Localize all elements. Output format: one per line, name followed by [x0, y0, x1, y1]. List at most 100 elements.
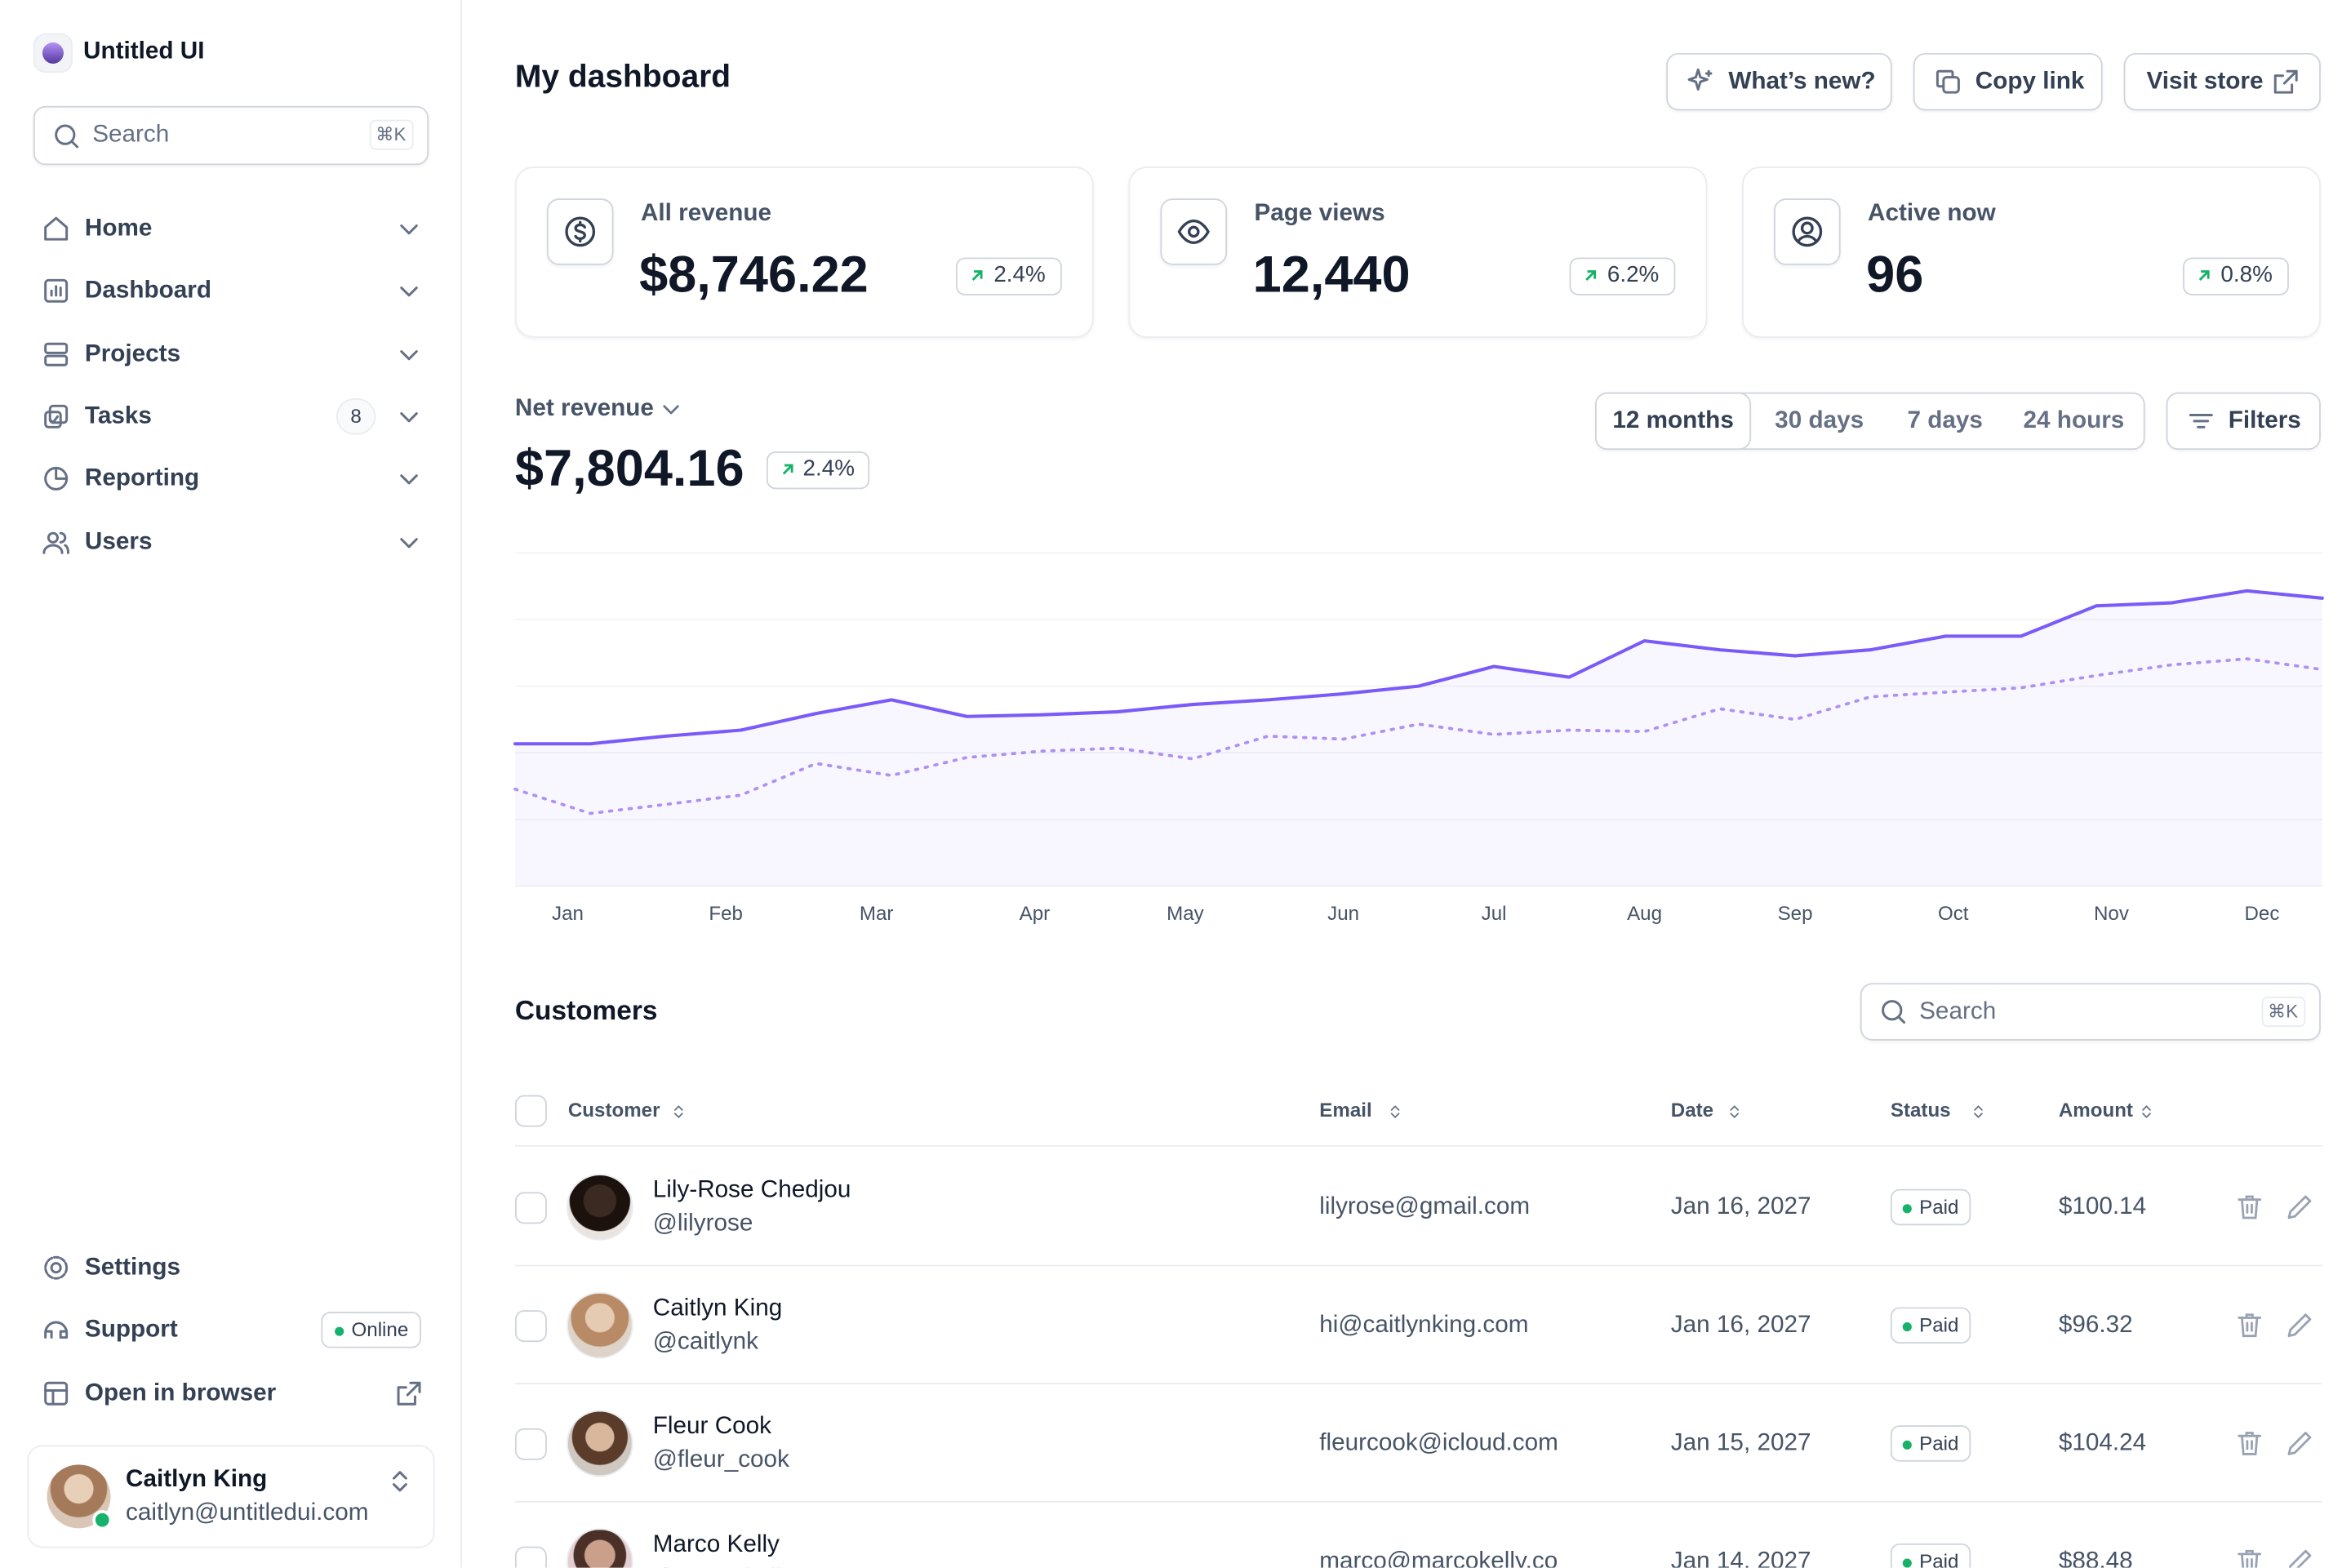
row-divider — [514, 1383, 2322, 1385]
stat-icon-box — [1773, 198, 1841, 265]
page-title: My dashboard — [514, 60, 731, 95]
stat-value: 12,440 — [1252, 246, 1411, 304]
stat-card — [1742, 167, 2321, 338]
change-icon — [1580, 265, 1601, 287]
customer-email: hi@caitlynking.com — [1319, 1312, 1529, 1339]
nav-icon — [41, 276, 71, 306]
stat-card — [514, 167, 1094, 338]
header-button[interactable] — [2123, 52, 2321, 111]
button-label: What’s new? — [1728, 69, 1876, 95]
edit-button[interactable] — [2284, 1192, 2314, 1222]
range-option[interactable] — [1595, 392, 1752, 451]
revenue-chevron — [657, 395, 684, 422]
checkbox[interactable] — [514, 1310, 547, 1343]
change-badge — [1569, 257, 1676, 295]
x-tick-label: Feb — [709, 903, 743, 925]
status-badge — [1890, 1543, 1971, 1568]
chevron-icon — [393, 402, 424, 432]
checkbox[interactable] — [514, 1192, 547, 1224]
filters-icon — [2186, 406, 2216, 436]
column-header: Email — [1319, 1098, 1372, 1122]
line — [513, 657, 2324, 815]
delete-button[interactable] — [2234, 1547, 2264, 1568]
change-icon — [967, 265, 988, 287]
change-badge — [766, 451, 870, 490]
search-icon — [1878, 997, 1909, 1027]
status-text: Paid — [1919, 1195, 1959, 1219]
customer-email: lilyrose@gmail.com — [1319, 1194, 1531, 1220]
x-tick-label: Oct — [1938, 903, 1969, 925]
button-icon — [2271, 67, 2301, 97]
customer-amount: $104.24 — [2058, 1430, 2147, 1457]
nav-label: Tasks — [84, 403, 152, 429]
x-tick-label: Apr — [1020, 903, 1051, 925]
stat-icon — [1176, 214, 1212, 251]
edit-button[interactable] — [2284, 1428, 2314, 1459]
customer-amount: $96.32 — [2058, 1312, 2133, 1339]
stat-icon-box — [1160, 198, 1228, 265]
nav-icon — [41, 1253, 71, 1283]
customer-avatar — [567, 1410, 633, 1477]
sort-icon — [669, 1101, 687, 1119]
edit-button[interactable] — [2284, 1547, 2314, 1568]
search-icon — [51, 121, 82, 151]
x-tick-label: May — [1167, 903, 1204, 925]
edit-button[interactable] — [2284, 1310, 2314, 1340]
sort-icon — [1969, 1101, 1987, 1119]
chevron-icon — [393, 340, 424, 370]
change-text: 2.4% — [802, 455, 855, 482]
shortcut-badge — [369, 119, 414, 150]
nav-label: Settings — [84, 1255, 181, 1281]
customer-name: Fleur Cook — [652, 1414, 771, 1440]
x-tick-label: Jul — [1482, 903, 1507, 925]
nav-label: Support — [84, 1317, 178, 1343]
range-label: 12 months — [1612, 407, 1734, 434]
range-label: 7 days — [1907, 407, 1983, 434]
button-icon — [1933, 67, 1963, 97]
delete-button[interactable] — [2234, 1192, 2264, 1222]
header-button[interactable] — [1913, 52, 2103, 111]
chevron-icon — [393, 527, 424, 557]
x-tick-label: Aug — [1627, 903, 1662, 925]
status-badge — [1890, 1425, 1971, 1462]
nav-icon — [41, 1379, 71, 1409]
nav-icon — [41, 1315, 71, 1345]
nav-label: Open in browser — [84, 1380, 277, 1406]
customer-avatar — [567, 1291, 633, 1359]
x-tick-label: Dec — [2245, 903, 2280, 925]
checkbox[interactable] — [514, 1546, 547, 1568]
revenue-value: $7,804.16 — [514, 440, 744, 498]
nav-icon — [41, 464, 71, 494]
column-header: Date — [1670, 1098, 1714, 1122]
column-header: Customer — [567, 1098, 660, 1122]
section-title: Customers — [514, 995, 658, 1026]
customer-avatar — [567, 1174, 633, 1241]
change-badge — [2183, 257, 2289, 295]
range-label: 24 hours — [2023, 407, 2125, 434]
change-text: 6.2% — [1607, 262, 1660, 288]
sidebar — [0, 0, 462, 1568]
customer-handle: @lilyrose — [652, 1210, 753, 1237]
sidebar-search[interactable] — [33, 105, 429, 166]
chevron-icon — [393, 276, 424, 306]
sort-icon — [1726, 1101, 1744, 1119]
nav-label: Home — [84, 215, 153, 242]
delete-button[interactable] — [2234, 1428, 2264, 1459]
search-placeholder: Search — [1919, 998, 1997, 1025]
stat-value: $8,746.22 — [639, 246, 869, 304]
customer-amount: $88.48 — [2058, 1548, 2133, 1568]
checkbox[interactable] — [514, 1428, 547, 1460]
stat-label: Active now — [1868, 200, 1996, 227]
change-text: 0.8% — [2220, 262, 2273, 288]
checkbox[interactable] — [514, 1095, 547, 1127]
change-badge — [955, 257, 1062, 295]
table-search[interactable] — [1860, 983, 2321, 1041]
delete-button[interactable] — [2234, 1310, 2264, 1340]
external-icon — [393, 1379, 424, 1409]
nav-label: Users — [84, 529, 153, 555]
filters-button[interactable] — [2166, 392, 2321, 451]
user-name: Caitlyn King — [126, 1467, 268, 1493]
stat-icon — [1789, 214, 1826, 251]
user-card — [27, 1445, 435, 1548]
